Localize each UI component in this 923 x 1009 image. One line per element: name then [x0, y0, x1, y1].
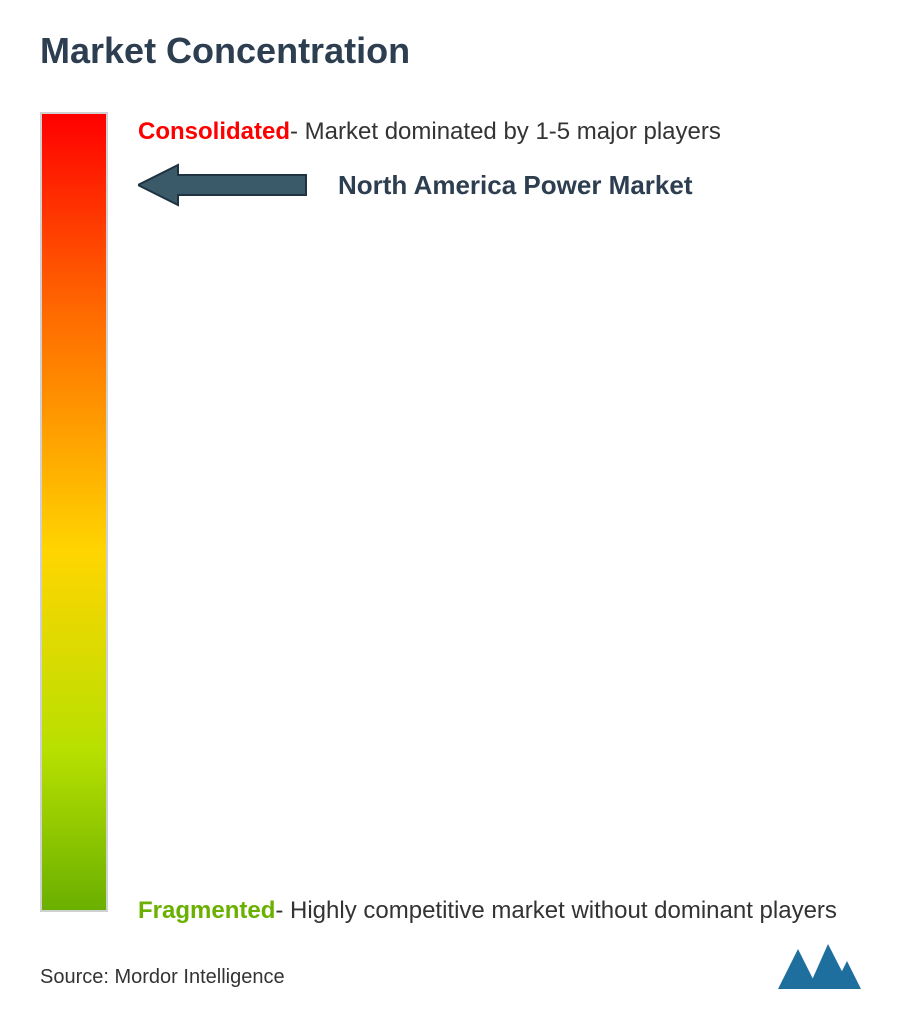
market-name: North America Power Market	[338, 163, 692, 207]
source-attribution: Source: Mordor Intelligence	[40, 966, 285, 989]
concentration-gradient-bar	[40, 112, 108, 912]
market-arrow-row: North America Power Market	[138, 163, 883, 207]
fragmented-key: Fragmented	[138, 897, 275, 924]
left-arrow-icon	[138, 163, 308, 207]
fragmented-desc: - Highly competitive market without domi…	[275, 897, 837, 924]
arrow-shape	[138, 165, 306, 205]
fragmented-label: Fragmented- Highly competitive market wi…	[138, 891, 883, 932]
consolidated-key: Consolidated	[138, 118, 290, 145]
labels-column: Consolidated- Market dominated by 1-5 ma…	[138, 112, 883, 932]
content-area: Consolidated- Market dominated by 1-5 ma…	[40, 112, 883, 932]
mordor-logo-icon	[773, 939, 863, 994]
consolidated-desc: - Market dominated by 1-5 major players	[290, 118, 721, 145]
consolidated-label: Consolidated- Market dominated by 1-5 ma…	[138, 112, 883, 207]
page-title: Market Concentration	[40, 30, 883, 72]
